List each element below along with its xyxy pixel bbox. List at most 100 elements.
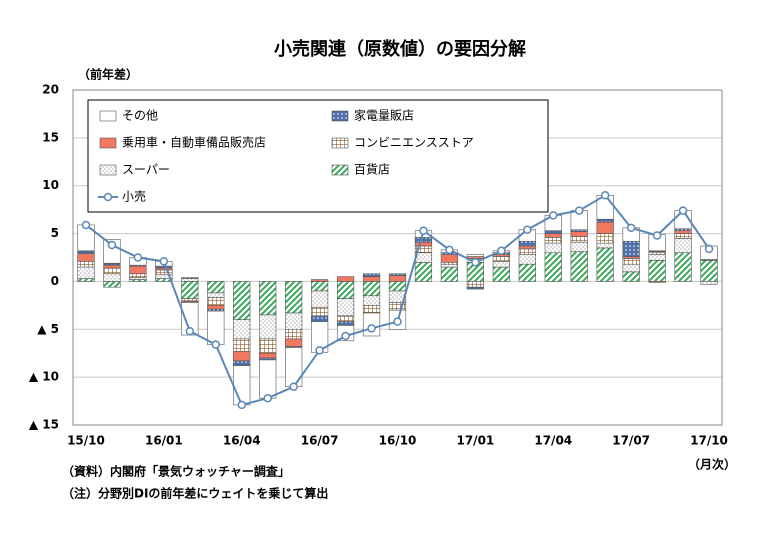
bar-segment bbox=[414, 261, 433, 282]
bar-segment bbox=[103, 267, 121, 275]
line-marker bbox=[263, 393, 272, 403]
bar-segment bbox=[648, 251, 666, 255]
line-marker bbox=[393, 317, 402, 326]
bar-segment bbox=[233, 365, 251, 406]
bar-segment bbox=[362, 276, 381, 282]
bar-segment bbox=[285, 338, 303, 347]
bar-segment bbox=[336, 315, 355, 322]
bar-segment bbox=[155, 269, 173, 276]
legend-label: コンビニエンスストア bbox=[354, 136, 474, 150]
bar-segment bbox=[544, 237, 562, 244]
bar-segment bbox=[233, 319, 251, 340]
bar-segment bbox=[259, 359, 277, 399]
bar-segment bbox=[259, 314, 277, 340]
bar-segment bbox=[233, 360, 251, 366]
bar-segment bbox=[570, 241, 588, 253]
bar-segment bbox=[414, 241, 433, 247]
y-tick-label: 5 bbox=[51, 226, 59, 240]
bar-segment bbox=[596, 242, 614, 249]
bar-segment bbox=[336, 298, 355, 317]
bar-segment bbox=[129, 273, 147, 278]
plot-border bbox=[72, 89, 723, 426]
x-tick-label: 16/04 bbox=[223, 434, 261, 448]
bar-segment bbox=[311, 290, 329, 308]
bar-segment bbox=[388, 273, 407, 276]
line-marker bbox=[419, 226, 428, 235]
bar-segment bbox=[466, 254, 484, 257]
bar-segment bbox=[570, 236, 588, 243]
bar-segment bbox=[622, 263, 640, 273]
bar-segment bbox=[259, 338, 277, 354]
line-marker bbox=[445, 245, 454, 255]
line-marker bbox=[341, 331, 350, 341]
bar-segment bbox=[544, 252, 562, 282]
line-marker bbox=[497, 246, 506, 256]
bar-segment bbox=[674, 230, 692, 234]
line-marker bbox=[81, 220, 91, 230]
bar-segment bbox=[336, 281, 355, 299]
legend-swatch bbox=[331, 164, 349, 176]
note: （資料）内閣府「景気ウォッチャー調査」 bbox=[62, 464, 290, 479]
x-tick-label: 17/07 bbox=[612, 434, 650, 448]
bar-segment bbox=[259, 281, 277, 316]
legend-swatch bbox=[331, 110, 349, 122]
bar-segment bbox=[181, 281, 199, 299]
bar-segment bbox=[285, 328, 303, 340]
x-tick-label: 16/07 bbox=[301, 434, 339, 448]
bar-segment bbox=[440, 266, 459, 282]
bar-segment bbox=[674, 233, 692, 239]
line-marker bbox=[652, 231, 662, 240]
legend-label: その他 bbox=[122, 109, 158, 123]
bar-segment bbox=[492, 266, 510, 282]
bar-segment bbox=[285, 347, 303, 388]
bar-segment bbox=[285, 281, 303, 314]
bar-segment bbox=[544, 233, 562, 238]
bar-segment bbox=[181, 278, 199, 282]
legend-label: スーパー bbox=[122, 163, 170, 177]
bar-segment bbox=[233, 350, 251, 362]
chart-title: 小売関連（原数値）の要因分解 bbox=[274, 38, 526, 60]
bar-segment bbox=[129, 265, 147, 275]
bar-segment bbox=[518, 245, 536, 250]
x-tick-label: 17/10 bbox=[690, 434, 728, 448]
bar-segment bbox=[596, 233, 614, 244]
bar-segment bbox=[700, 260, 718, 282]
legend-swatch bbox=[331, 137, 349, 149]
bar-segment bbox=[700, 281, 718, 285]
y-axis-label: （前年差） bbox=[78, 67, 138, 82]
legend-label: 百貨店 bbox=[354, 162, 390, 177]
bar-segment bbox=[440, 263, 459, 268]
bar-segment bbox=[77, 278, 95, 282]
bar-segment bbox=[518, 254, 536, 265]
y-tick-label: 15 bbox=[42, 130, 59, 144]
bar-segment bbox=[622, 258, 640, 265]
bar-segment bbox=[674, 252, 692, 282]
legend-label: 乗用車・自動車備品販売店 bbox=[122, 135, 266, 150]
line-marker bbox=[574, 206, 584, 215]
bar-segment bbox=[233, 338, 251, 352]
x-unit: （月次） bbox=[688, 457, 736, 472]
bar-segment bbox=[544, 230, 562, 234]
bar-segment bbox=[440, 254, 459, 263]
bar-segment bbox=[596, 218, 614, 223]
y-tick-label: ▲ 10 bbox=[29, 370, 59, 384]
bar-segment bbox=[207, 281, 225, 294]
line-marker bbox=[678, 206, 688, 215]
bar-segment bbox=[362, 281, 381, 297]
line-marker bbox=[289, 382, 298, 391]
x-tick-label: 15/10 bbox=[67, 434, 105, 448]
line-marker bbox=[237, 400, 246, 410]
bar-segment bbox=[466, 286, 484, 290]
bar-segment bbox=[233, 281, 251, 321]
note: （注）分野別DIの前年差にウェイトを乗じて算出 bbox=[62, 486, 328, 501]
x-tick-label: 17/04 bbox=[534, 434, 572, 448]
bar-segment bbox=[544, 242, 562, 254]
bar-segment bbox=[362, 305, 381, 314]
bar-segment bbox=[181, 277, 199, 279]
line-marker bbox=[626, 223, 636, 233]
legend-label: 家電量販店 bbox=[354, 108, 414, 123]
bar-segment bbox=[207, 310, 225, 345]
bar-segment bbox=[311, 306, 329, 317]
bar-segment bbox=[103, 264, 121, 269]
